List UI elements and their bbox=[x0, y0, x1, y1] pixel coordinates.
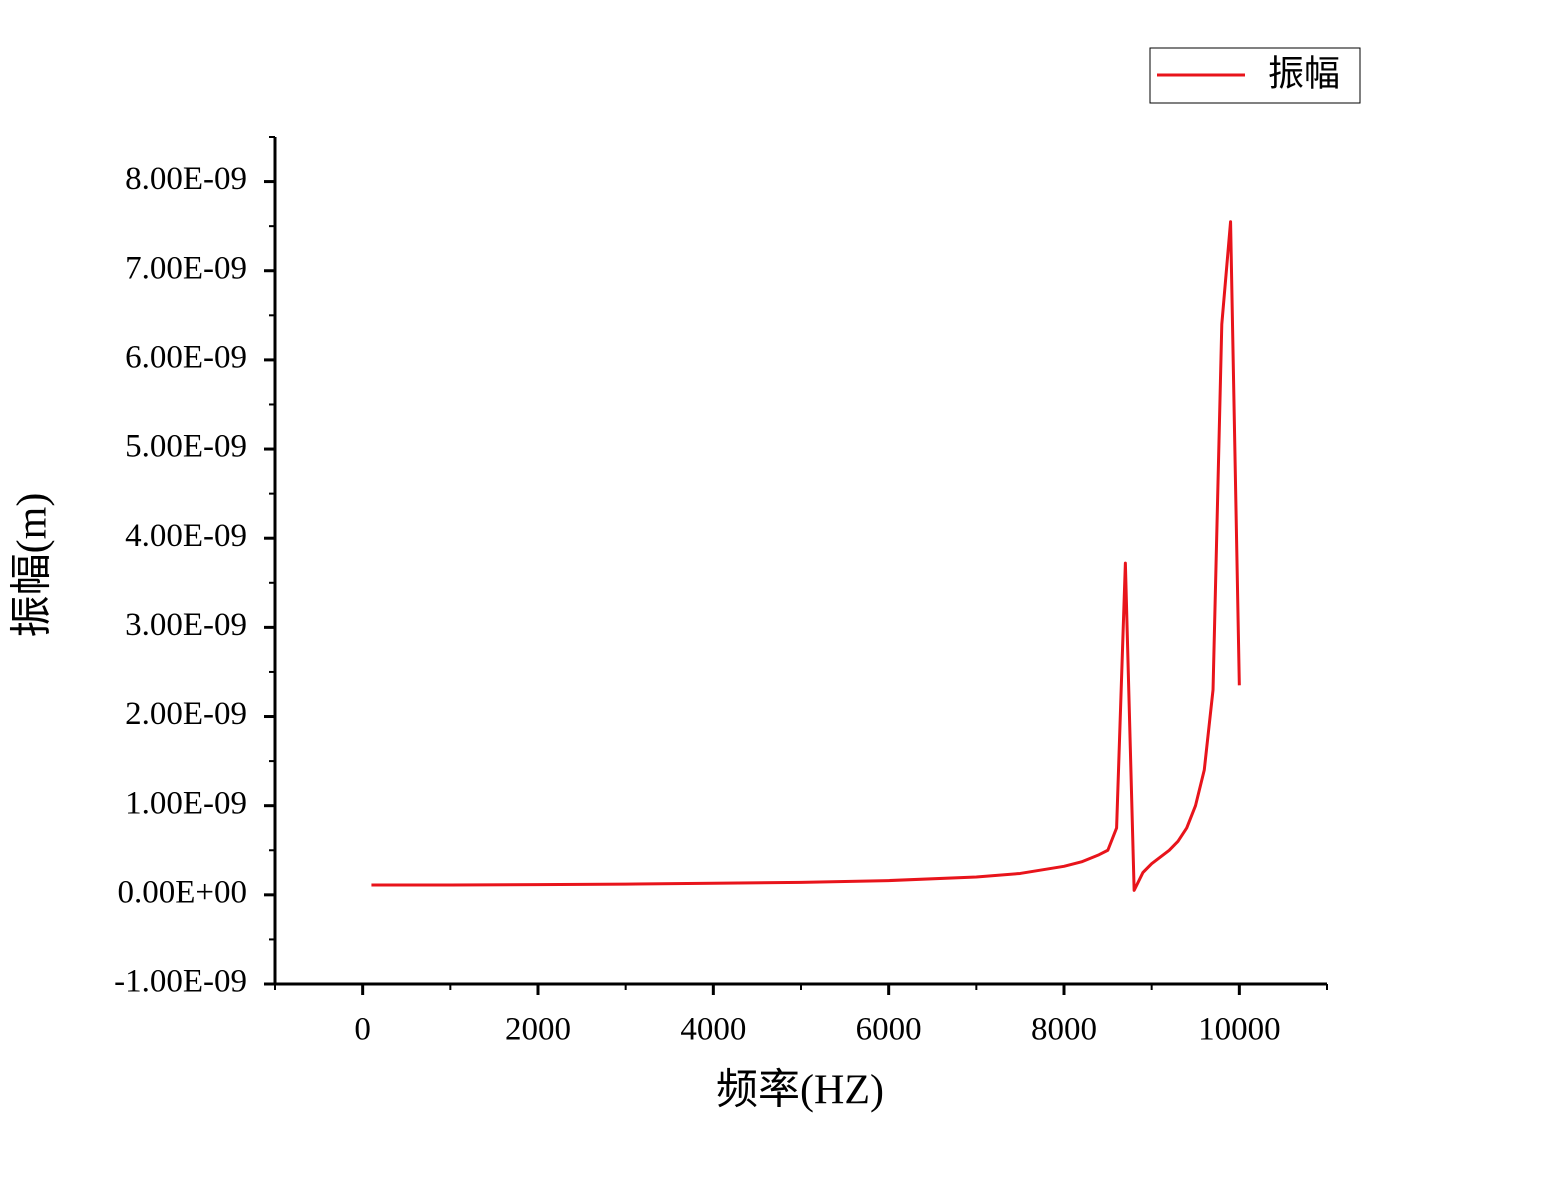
x-axis-title: 频率(HZ) bbox=[716, 1067, 884, 1114]
x-tick-label: 4000 bbox=[680, 1012, 746, 1048]
y-tick-label: 1.00E-09 bbox=[125, 785, 247, 821]
data-line bbox=[371, 220, 1241, 892]
y-tick-label: 7.00E-09 bbox=[125, 250, 247, 286]
y-tick-label: 4.00E-09 bbox=[125, 518, 247, 554]
y-tick-label: -1.00E-09 bbox=[114, 964, 247, 1000]
y-tick-label: 0.00E+00 bbox=[117, 874, 247, 910]
legend-box bbox=[1149, 47, 1361, 104]
y-tick-label: 6.00E-09 bbox=[125, 339, 247, 375]
x-tick-label: 6000 bbox=[856, 1012, 922, 1048]
legend-label: 振幅 bbox=[1268, 53, 1340, 93]
x-tick-label: 8000 bbox=[1031, 1012, 1097, 1048]
y-tick-label: 8.00E-09 bbox=[125, 161, 247, 197]
x-tick-label: 0 bbox=[354, 1012, 371, 1048]
y-axis-title: 振幅(m) bbox=[10, 493, 56, 638]
x-tick-label: 2000 bbox=[505, 1012, 571, 1048]
x-tick-label: 10000 bbox=[1198, 1012, 1281, 1048]
y-tick-label: 2.00E-09 bbox=[125, 696, 247, 732]
y-tick-label: 3.00E-09 bbox=[125, 607, 247, 643]
y-tick-label: 5.00E-09 bbox=[125, 429, 247, 465]
